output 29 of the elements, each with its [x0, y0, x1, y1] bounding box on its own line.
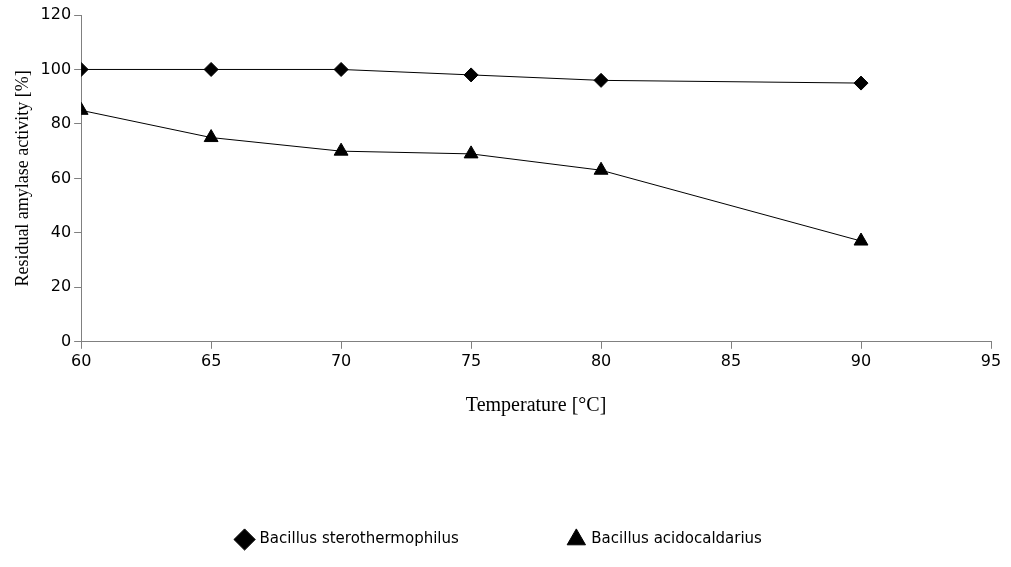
point	[853, 75, 869, 91]
y-tick-label: 100	[40, 58, 72, 78]
x-tick-label: 65	[200, 350, 222, 370]
x-tick-label: 75	[460, 350, 482, 370]
y-tick-label: 60	[50, 167, 72, 187]
x-tick-label: 95	[980, 350, 1002, 370]
point	[593, 72, 609, 88]
y-axis-title: Residual amylase activity [%]	[11, 70, 32, 287]
y-tick-label: 120	[40, 4, 72, 24]
point	[593, 161, 609, 175]
point	[333, 142, 349, 156]
x-tick-label: 90	[850, 350, 872, 370]
x-tick-label: 70	[330, 350, 352, 370]
y-tick-label: 20	[50, 276, 72, 296]
x-tick-label: 80	[590, 350, 612, 370]
point	[463, 67, 479, 83]
y-tick-label: 0	[60, 330, 72, 350]
y-tick-label: 80	[50, 113, 72, 133]
point	[463, 145, 479, 159]
x-tick-label: 85	[720, 350, 742, 370]
x-tick-label: 60	[70, 350, 92, 370]
point	[333, 61, 349, 77]
y-tick-label: 40	[50, 222, 72, 242]
point	[853, 232, 869, 246]
legend-label: Bacillus sterothermophilus	[259, 529, 460, 548]
point	[203, 61, 219, 77]
x-axis-title: Temperature [°C]	[465, 393, 607, 417]
legend-label: Bacillus acidocaldarius	[591, 529, 763, 548]
point	[203, 129, 219, 143]
